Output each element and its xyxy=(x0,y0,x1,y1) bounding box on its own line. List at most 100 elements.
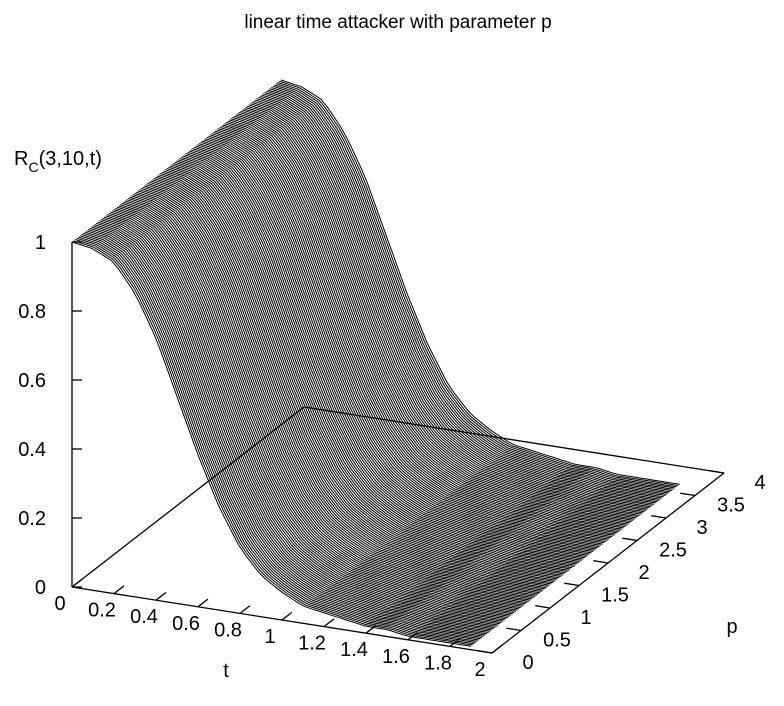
surface-line xyxy=(131,195,531,601)
x-tick-label: 2 xyxy=(474,659,485,681)
surface-line xyxy=(136,191,536,597)
surface-line xyxy=(211,133,611,539)
surface-line xyxy=(264,92,664,498)
surface-line xyxy=(87,229,488,635)
y-tick-label: 1.5 xyxy=(601,585,629,607)
y-tick-mark xyxy=(593,560,609,564)
surface-line xyxy=(275,83,676,489)
surface-line xyxy=(235,114,635,520)
surface-line xyxy=(227,120,627,526)
surface-line xyxy=(75,239,475,645)
surface-line xyxy=(115,207,515,614)
y-tick-mark xyxy=(506,627,522,632)
y-tick-mark xyxy=(622,537,638,542)
surface-line xyxy=(103,216,504,622)
surface-line xyxy=(99,220,499,626)
x-tick-label: 1.4 xyxy=(340,639,368,661)
surface-line xyxy=(94,224,494,630)
surface-line xyxy=(97,221,497,627)
surface-line xyxy=(79,235,480,641)
surface-line xyxy=(197,144,597,550)
y-tick-label: 1 xyxy=(580,607,591,629)
surface-mesh xyxy=(71,79,680,647)
surface-line xyxy=(251,101,651,508)
surface-line xyxy=(261,94,661,500)
y-tick-label: 4 xyxy=(754,472,765,494)
surface-line xyxy=(137,190,537,596)
z-tick-label: 0 xyxy=(35,577,46,599)
surface-line xyxy=(163,170,563,576)
surface-line xyxy=(200,141,600,548)
surface-line xyxy=(203,139,603,545)
y-tick-mark xyxy=(564,582,580,587)
y-tick-label: 3 xyxy=(696,517,707,539)
surface-line xyxy=(129,196,529,602)
surface-line xyxy=(89,227,489,633)
surface-line xyxy=(267,89,668,495)
surface-line xyxy=(242,109,642,515)
surface-line xyxy=(110,211,510,617)
surface-line xyxy=(148,181,549,587)
surface-line xyxy=(214,130,614,536)
surface-line xyxy=(266,90,666,496)
surface-line xyxy=(193,146,594,552)
surface-line xyxy=(277,82,677,488)
x-tick-label: 0 xyxy=(54,593,65,615)
surface-line xyxy=(73,240,473,646)
surface-line xyxy=(102,217,502,624)
surface-line xyxy=(254,99,655,505)
x-tick-mark xyxy=(71,578,83,588)
x-tick-labels: 0 0.2 0.4 0.6 0.8 1 1.2 1.4 1.6 1.8 2 xyxy=(54,593,485,681)
surface-line xyxy=(243,108,643,514)
surface-line xyxy=(134,192,534,599)
surface-line xyxy=(179,158,579,564)
surface-line xyxy=(258,96,658,503)
surface-line xyxy=(216,129,616,535)
surface-line xyxy=(155,176,555,582)
surface-line xyxy=(152,179,552,585)
surface-line xyxy=(132,194,533,600)
surface-line xyxy=(224,123,624,529)
x-tick-mark xyxy=(449,638,461,647)
surface-line xyxy=(226,121,626,528)
y-tick-label: 0.5 xyxy=(543,630,571,652)
y-tick-label: 3.5 xyxy=(717,495,745,517)
surface-line xyxy=(153,177,553,584)
surface-line xyxy=(279,80,679,486)
surface-line xyxy=(256,98,656,504)
surface-line xyxy=(78,236,478,642)
surface-line xyxy=(259,95,659,501)
surface-line xyxy=(190,149,590,555)
surface-line xyxy=(208,135,608,541)
z-tick-labels: 0 0.2 0.4 0.6 0.8 1 xyxy=(18,232,46,599)
surface-line xyxy=(145,184,545,590)
surface-line xyxy=(123,201,523,607)
surface-line xyxy=(95,222,496,629)
surface-line xyxy=(177,159,578,565)
surface-line xyxy=(92,225,492,631)
surface-line xyxy=(161,171,561,577)
surface-line xyxy=(84,231,484,637)
z-tick-label: 0.6 xyxy=(18,370,46,392)
surface-line xyxy=(113,209,513,615)
y-tick-mark xyxy=(651,515,667,519)
surface-line xyxy=(166,168,566,574)
surface-line xyxy=(198,143,598,549)
far-base-line xyxy=(303,406,725,474)
surface-line xyxy=(229,119,629,525)
surface-line xyxy=(112,210,512,616)
surface-line xyxy=(209,134,610,540)
surface-line xyxy=(218,128,618,534)
surface-line xyxy=(246,105,647,511)
back-base-line xyxy=(71,406,305,588)
z-tick-label: 0.4 xyxy=(18,439,46,461)
x-tick-label: 0.6 xyxy=(172,613,200,635)
x-tick-label: 0.4 xyxy=(130,606,158,628)
surface-line xyxy=(184,154,584,560)
surface-line xyxy=(169,165,570,571)
x-tick-mark xyxy=(113,585,125,595)
surface-line xyxy=(142,186,542,592)
y-tick-label: 2.5 xyxy=(659,540,687,562)
surface-line xyxy=(245,106,645,513)
